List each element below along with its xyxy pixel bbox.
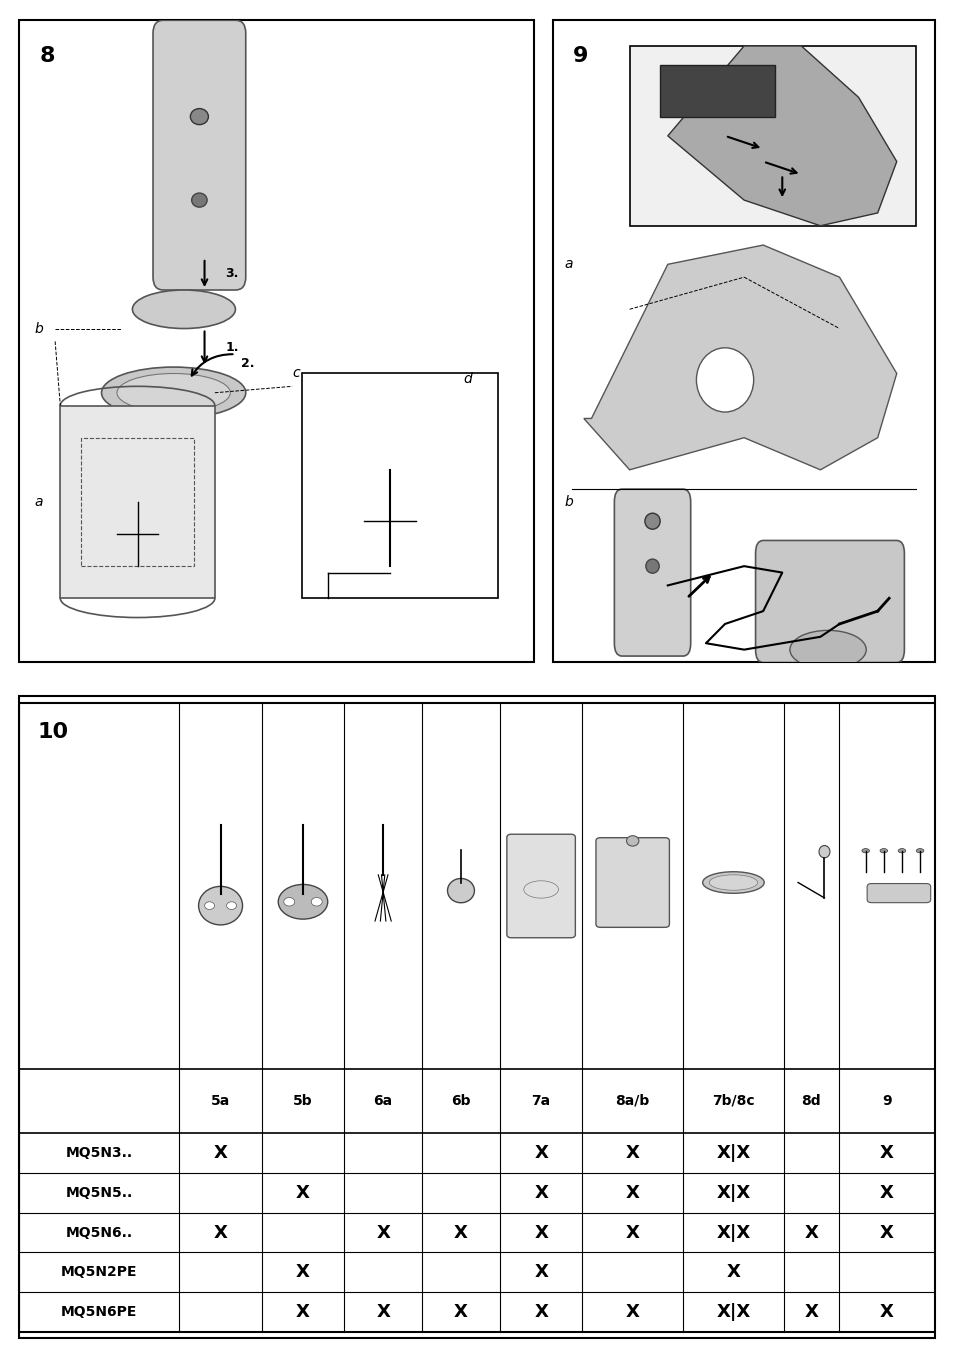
Text: 1.: 1. bbox=[225, 341, 238, 354]
Ellipse shape bbox=[702, 872, 763, 894]
Text: X: X bbox=[625, 1303, 639, 1321]
Ellipse shape bbox=[101, 368, 246, 419]
Text: X: X bbox=[534, 1144, 547, 1161]
Text: X: X bbox=[295, 1184, 310, 1202]
Ellipse shape bbox=[132, 289, 235, 329]
Ellipse shape bbox=[879, 849, 886, 853]
Text: X: X bbox=[454, 1303, 467, 1321]
Text: 6a: 6a bbox=[374, 1094, 393, 1107]
Text: d: d bbox=[463, 372, 472, 387]
Text: X: X bbox=[375, 1224, 390, 1241]
Text: X|X: X|X bbox=[716, 1224, 750, 1241]
Ellipse shape bbox=[117, 373, 230, 412]
Text: 8a/b: 8a/b bbox=[615, 1094, 649, 1107]
Text: X: X bbox=[534, 1263, 547, 1282]
Text: b: b bbox=[564, 495, 573, 508]
FancyBboxPatch shape bbox=[866, 884, 930, 903]
Bar bbox=[302, 373, 497, 598]
Text: 5b: 5b bbox=[293, 1094, 313, 1107]
FancyBboxPatch shape bbox=[755, 541, 903, 662]
Ellipse shape bbox=[283, 898, 294, 906]
Text: 2.: 2. bbox=[240, 357, 253, 370]
Bar bbox=[659, 65, 774, 116]
Text: 7b/8c: 7b/8c bbox=[711, 1094, 754, 1107]
Ellipse shape bbox=[227, 902, 236, 910]
Text: X|X: X|X bbox=[716, 1303, 750, 1321]
Ellipse shape bbox=[789, 630, 865, 669]
Text: 8d: 8d bbox=[801, 1094, 821, 1107]
Ellipse shape bbox=[708, 875, 757, 890]
Ellipse shape bbox=[645, 560, 659, 573]
FancyBboxPatch shape bbox=[506, 834, 575, 938]
Ellipse shape bbox=[204, 902, 214, 910]
Text: 7a: 7a bbox=[531, 1094, 550, 1107]
Text: X: X bbox=[625, 1184, 639, 1202]
Text: X|X: X|X bbox=[716, 1144, 750, 1161]
Ellipse shape bbox=[644, 514, 659, 529]
Text: X: X bbox=[295, 1263, 310, 1282]
Text: X: X bbox=[534, 1224, 547, 1241]
Bar bbox=[629, 46, 915, 226]
Text: a: a bbox=[34, 495, 43, 508]
Ellipse shape bbox=[192, 193, 207, 207]
Text: 5a: 5a bbox=[211, 1094, 230, 1107]
Text: 8: 8 bbox=[40, 46, 55, 66]
Text: X: X bbox=[213, 1224, 227, 1241]
Polygon shape bbox=[583, 245, 896, 470]
Text: 3.: 3. bbox=[225, 268, 238, 280]
Text: X: X bbox=[213, 1144, 227, 1161]
Text: X: X bbox=[803, 1224, 818, 1241]
Polygon shape bbox=[667, 46, 896, 226]
Ellipse shape bbox=[278, 884, 328, 919]
Text: X: X bbox=[454, 1224, 467, 1241]
Ellipse shape bbox=[191, 108, 208, 124]
Text: X: X bbox=[879, 1144, 893, 1161]
Text: 9: 9 bbox=[572, 46, 587, 66]
Ellipse shape bbox=[818, 845, 829, 859]
Text: X: X bbox=[726, 1263, 740, 1282]
Text: X: X bbox=[879, 1303, 893, 1321]
Text: X|X: X|X bbox=[716, 1184, 750, 1202]
Ellipse shape bbox=[311, 898, 322, 906]
FancyBboxPatch shape bbox=[596, 838, 669, 927]
Text: X: X bbox=[295, 1303, 310, 1321]
FancyBboxPatch shape bbox=[152, 20, 246, 289]
Bar bbox=[60, 406, 214, 598]
Text: MQ5N2PE: MQ5N2PE bbox=[61, 1265, 137, 1279]
Ellipse shape bbox=[447, 879, 474, 903]
Text: X: X bbox=[625, 1144, 639, 1161]
Text: 9: 9 bbox=[882, 1094, 891, 1107]
Ellipse shape bbox=[198, 887, 242, 925]
Ellipse shape bbox=[861, 849, 868, 853]
Text: MQ5N6..: MQ5N6.. bbox=[66, 1225, 132, 1240]
FancyBboxPatch shape bbox=[614, 489, 690, 656]
Ellipse shape bbox=[626, 836, 639, 846]
Bar bbox=[81, 438, 194, 566]
Text: MQ5N6PE: MQ5N6PE bbox=[61, 1305, 137, 1320]
Text: X: X bbox=[879, 1224, 893, 1241]
Text: MQ5N3..: MQ5N3.. bbox=[66, 1146, 132, 1160]
Text: a: a bbox=[564, 257, 573, 272]
Text: X: X bbox=[625, 1224, 639, 1241]
Text: X: X bbox=[534, 1184, 547, 1202]
Text: c: c bbox=[292, 366, 299, 380]
Text: X: X bbox=[879, 1184, 893, 1202]
Ellipse shape bbox=[696, 347, 753, 412]
Text: MQ5N5..: MQ5N5.. bbox=[66, 1186, 132, 1199]
Text: X: X bbox=[803, 1303, 818, 1321]
Text: X: X bbox=[375, 1303, 390, 1321]
Text: 6b: 6b bbox=[451, 1094, 470, 1107]
Text: 10: 10 bbox=[37, 722, 69, 742]
Text: X: X bbox=[534, 1303, 547, 1321]
Text: b: b bbox=[34, 322, 43, 335]
Ellipse shape bbox=[915, 849, 923, 853]
Ellipse shape bbox=[897, 849, 904, 853]
